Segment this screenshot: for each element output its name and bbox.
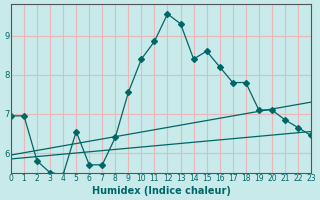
X-axis label: Humidex (Indice chaleur): Humidex (Indice chaleur) xyxy=(92,186,230,196)
